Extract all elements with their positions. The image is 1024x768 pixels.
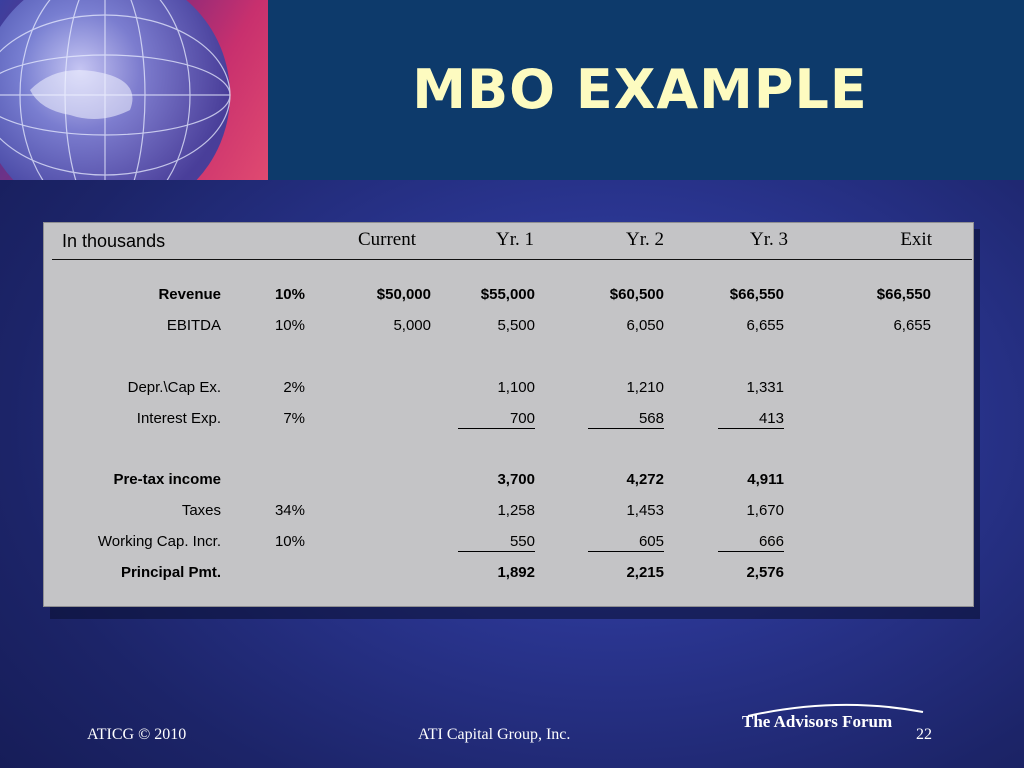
table-cell-yr3: $66,550 bbox=[729, 286, 784, 303]
table-cell-yr1: 550 bbox=[509, 533, 535, 550]
globe-image bbox=[0, 0, 268, 180]
footer-company: ATI Capital Group, Inc. bbox=[418, 726, 571, 743]
table-cell-yr2: 6,050 bbox=[626, 317, 664, 334]
subtotal-underline bbox=[458, 551, 535, 552]
row-label: Depr.\Cap Ex. bbox=[127, 379, 221, 396]
table-cell-current: 5,000 bbox=[393, 317, 431, 334]
table-cell-yr2: $60,500 bbox=[609, 286, 664, 303]
table-cell-rate: 7% bbox=[283, 410, 305, 427]
subtotal-underline bbox=[718, 551, 784, 552]
subtotal-underline bbox=[588, 428, 664, 429]
table-cell-yr1: $55,000 bbox=[480, 286, 535, 303]
table-cell-yr3: 2,576 bbox=[746, 564, 784, 581]
table-cell-yr1: 3,700 bbox=[497, 471, 535, 488]
column-header-yr2: Yr. 2 bbox=[626, 229, 664, 250]
subtotal-underline bbox=[718, 428, 784, 429]
subtotal-underline bbox=[588, 551, 664, 552]
table-cell-yr2: 605 bbox=[638, 533, 664, 550]
table-cell-yr3: 413 bbox=[758, 410, 784, 427]
row-label: Taxes bbox=[181, 502, 221, 519]
column-header-current: Current bbox=[357, 229, 416, 250]
table-cell-current: $50,000 bbox=[376, 286, 431, 303]
table-cell-yr3: 1,331 bbox=[746, 379, 784, 396]
row-label: Principal Pmt. bbox=[120, 564, 221, 581]
footer-copyright: ATICG © 2010 bbox=[87, 726, 187, 743]
table-cell-rate: 34% bbox=[274, 502, 305, 519]
table-cell-rate: 10% bbox=[274, 317, 305, 334]
column-header-yr1: Yr. 1 bbox=[496, 229, 534, 250]
logo-text: The Advisors Forum bbox=[742, 712, 893, 731]
logo-swoosh-icon bbox=[747, 703, 924, 717]
table-cell-yr2: 2,215 bbox=[626, 564, 664, 581]
units-label: In thousands bbox=[62, 231, 166, 251]
row-label: Pre-tax income bbox=[113, 471, 221, 488]
row-label: Revenue bbox=[158, 286, 221, 303]
table-cell-yr1: 1,100 bbox=[497, 379, 535, 396]
table-cell-yr3: 666 bbox=[758, 533, 784, 550]
table-cell-yr1: 1,258 bbox=[497, 502, 535, 519]
table-cell-yr3: 1,670 bbox=[746, 502, 784, 519]
table-cell-rate: 10% bbox=[274, 533, 305, 550]
advisors-forum-logo: The Advisors Forum bbox=[742, 703, 924, 732]
table-panel bbox=[43, 222, 974, 607]
column-header-exit: Exit bbox=[900, 229, 932, 250]
table-cell-yr1: 5,500 bbox=[497, 317, 535, 334]
subtotal-underline bbox=[458, 428, 535, 429]
table-cell-yr3: 4,911 bbox=[747, 471, 784, 488]
row-label: EBITDA bbox=[166, 317, 221, 334]
table-cell-rate: 2% bbox=[283, 379, 305, 396]
table-cell-yr3: 6,655 bbox=[746, 317, 784, 334]
table-cell-yr2: 1,453 bbox=[626, 502, 664, 519]
table-cell-rate: 10% bbox=[274, 286, 305, 303]
table-cell-exit: 6,655 bbox=[893, 317, 931, 334]
table-cell-yr2: 568 bbox=[638, 410, 664, 427]
table-cell-yr2: 1,210 bbox=[626, 379, 664, 396]
table-cell-yr2: 4,272 bbox=[626, 471, 664, 488]
column-header-yr3: Yr. 3 bbox=[750, 229, 788, 250]
header-divider bbox=[52, 259, 972, 260]
row-label: Interest Exp. bbox=[136, 410, 221, 427]
globe-icon bbox=[0, 0, 231, 180]
page-title: MBO EXAMPLE bbox=[412, 58, 868, 121]
table-cell-yr1: 1,892 bbox=[497, 564, 535, 581]
table-cell-exit: $66,550 bbox=[876, 286, 931, 303]
page-number: 22 bbox=[916, 726, 932, 743]
table-cell-yr1: 700 bbox=[509, 410, 535, 427]
row-label: Working Cap. Incr. bbox=[97, 533, 221, 550]
